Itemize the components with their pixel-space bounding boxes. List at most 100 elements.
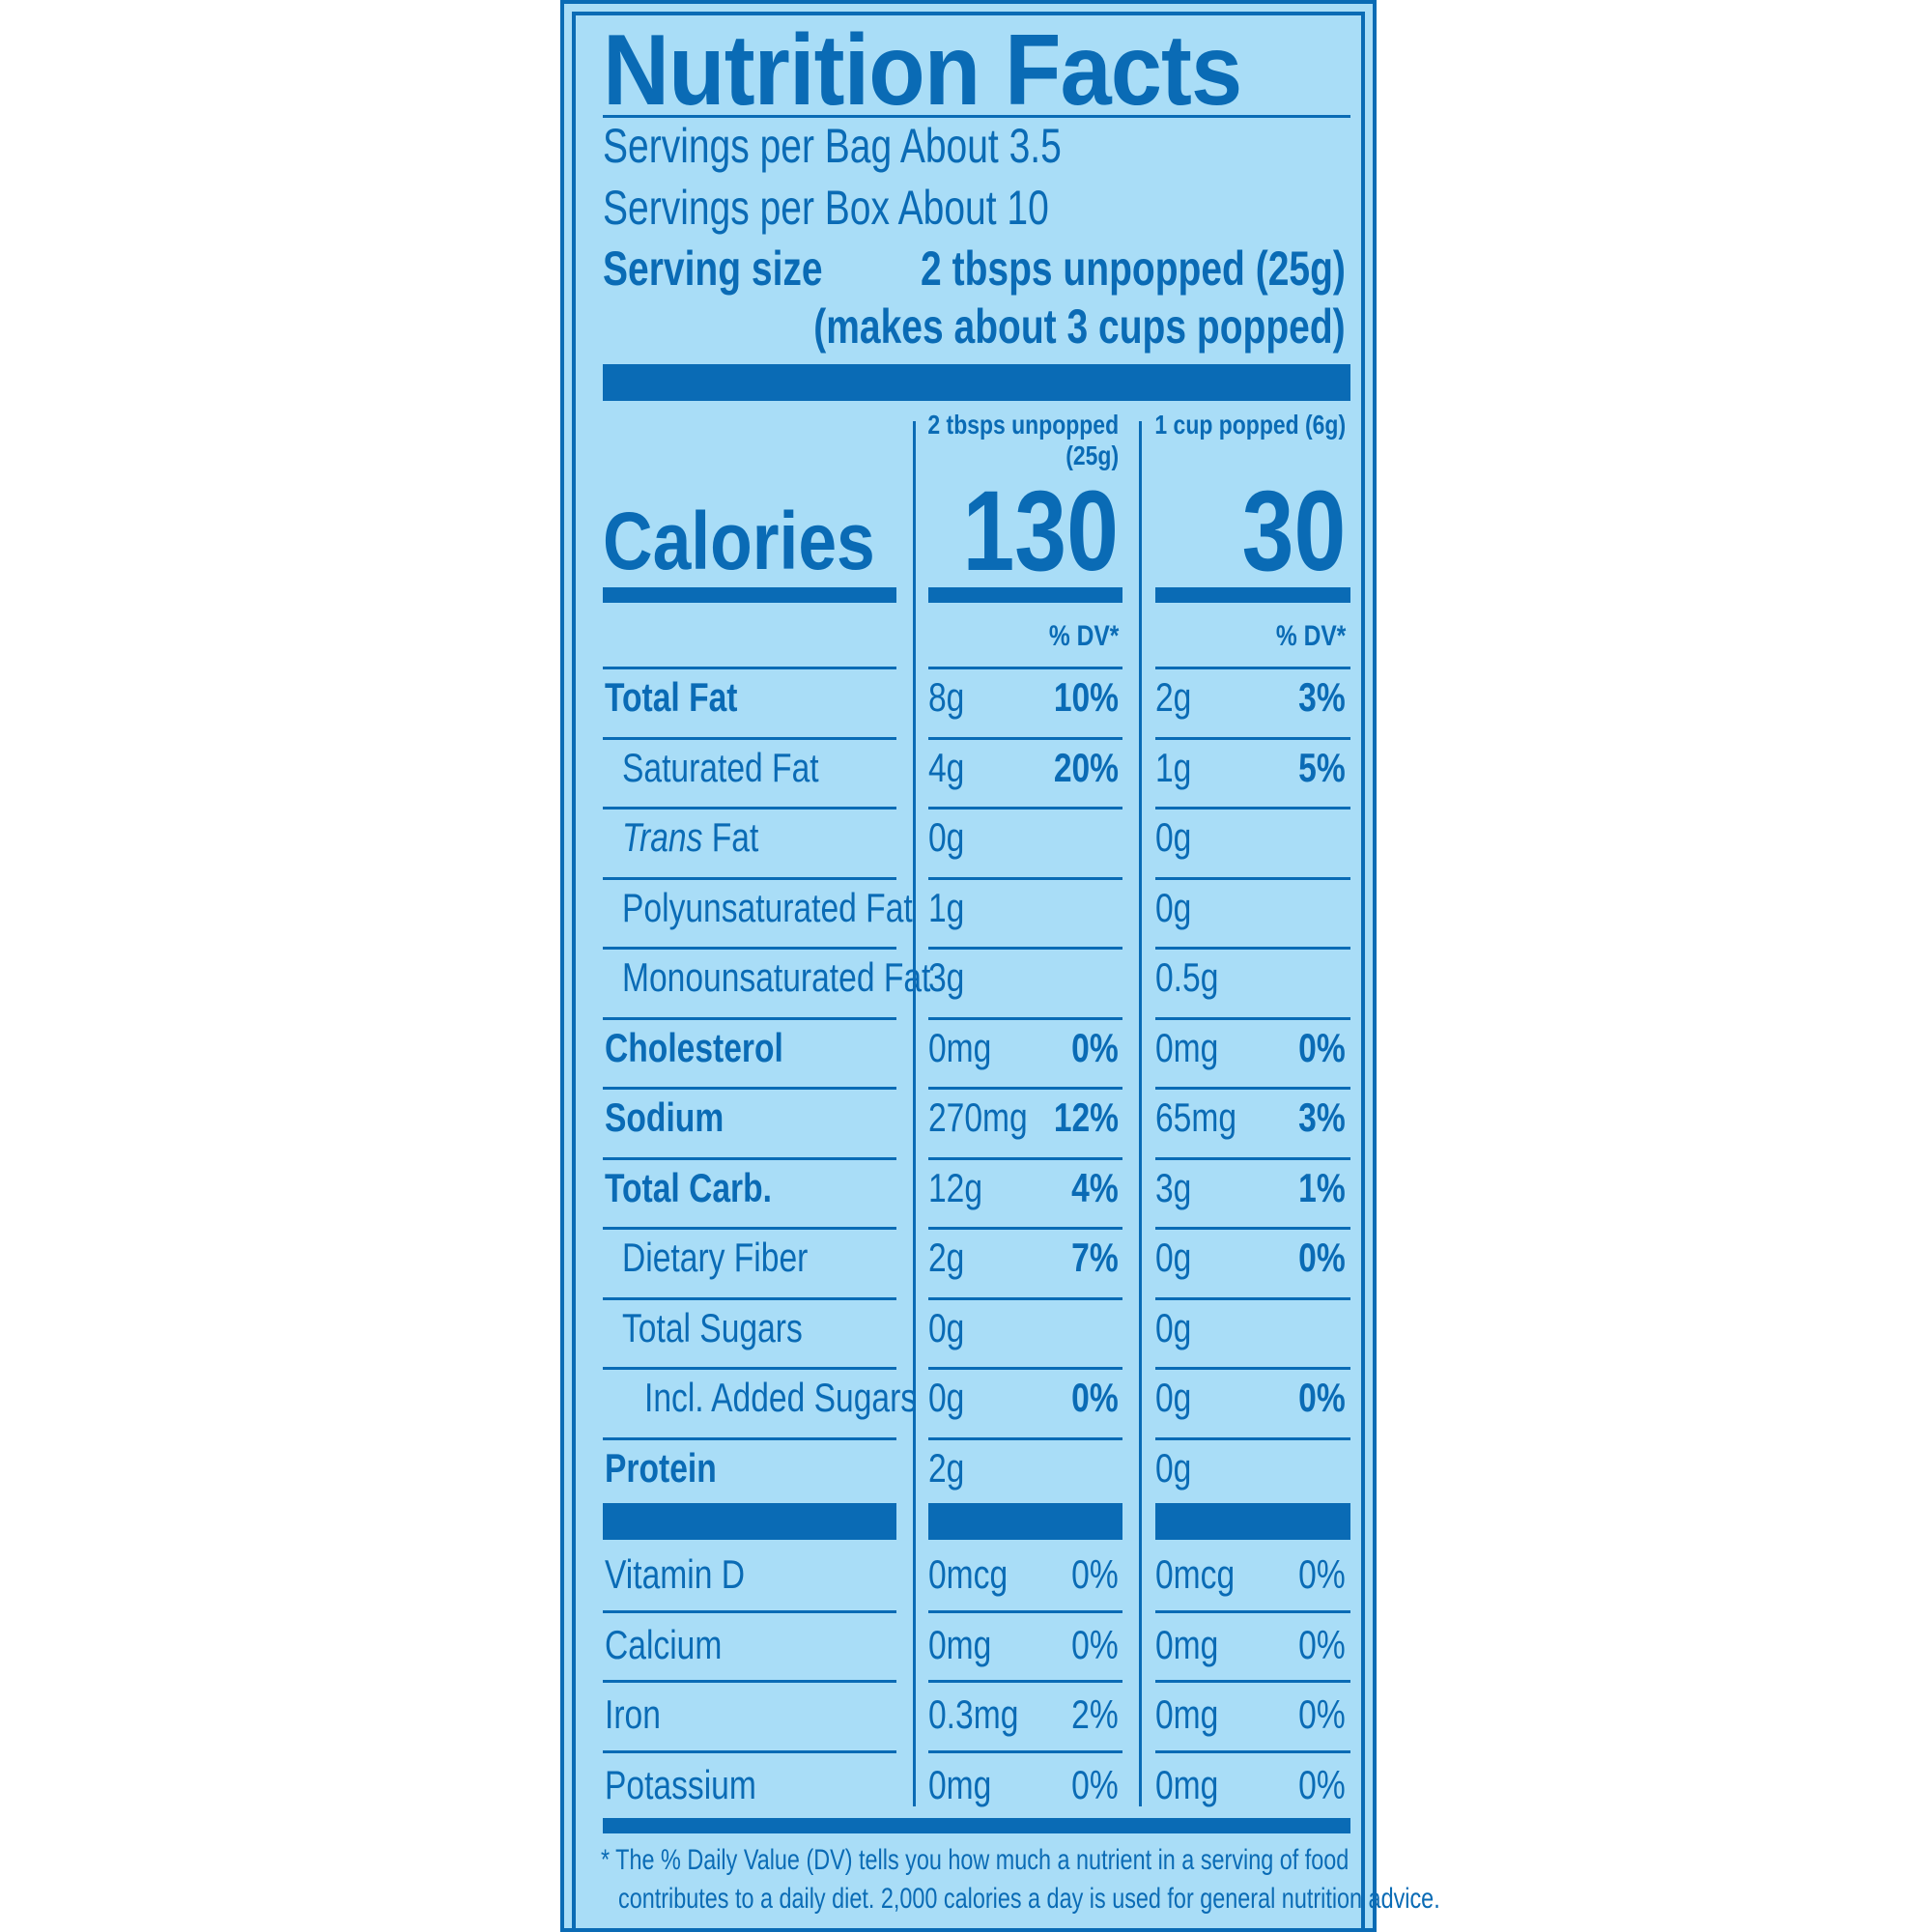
label-title: Nutrition Facts <box>603 14 1242 127</box>
nutrient-amount-col2: 65mg <box>1155 1094 1237 1140</box>
nutrient-dv-col2: 0% <box>1298 1235 1346 1280</box>
serving-size-value: 2 tbsps unpopped (25g) <box>921 242 1346 296</box>
nutrient-amount-col2: 0g <box>1155 1235 1192 1280</box>
row-divider-col1 <box>928 1016 1122 1020</box>
serving-size-label: Serving size <box>603 242 823 296</box>
nutrient-amount-col1: 1g <box>928 884 965 930</box>
thick-bar-top <box>603 364 1350 401</box>
nutrient-amount-col1: 8g <box>928 674 965 720</box>
thick-bar-bottom <box>603 1818 1350 1833</box>
row-divider-label <box>603 667 896 669</box>
nutrient-amount-col2: 0.5g <box>1155 954 1219 1000</box>
nutrient-amount-col1: 4g <box>928 744 965 790</box>
row-divider-col2 <box>1155 1227 1350 1230</box>
row-divider-label <box>603 947 896 950</box>
nutrient-dv-col1: 0% <box>1071 1375 1119 1420</box>
nutrient-amount-col2: 3g <box>1155 1164 1192 1210</box>
dv-header-col1: % DV* <box>1048 620 1119 652</box>
nutrient-label: Monounsaturated Fat <box>622 954 931 1000</box>
vitamin-dv-col2: 0% <box>1298 1761 1346 1807</box>
row-divider-label <box>603 1227 896 1230</box>
title-divider <box>603 115 1350 118</box>
nutrient-amount-col2: 0mg <box>1155 1024 1219 1070</box>
serving-size-note: (makes about 3 cups popped) <box>813 299 1346 354</box>
vitamin-label: Iron <box>605 1691 661 1737</box>
label-inner-border <box>572 12 1365 1932</box>
vitamin-dv-col1: 0% <box>1071 1761 1119 1807</box>
row-divider-col1 <box>928 1227 1122 1230</box>
vitamin-divider-col2 <box>1155 1609 1350 1613</box>
nutrient-amount-col1: 2g <box>928 1235 965 1280</box>
column-divider-1 <box>913 421 916 1806</box>
nutrient-amount-col2: 0g <box>1155 1304 1192 1350</box>
vitamin-divider-label <box>603 1680 896 1683</box>
row-divider-label <box>603 807 896 810</box>
row-divider-label <box>603 1156 896 1160</box>
nutrient-label: Dietary Fiber <box>622 1235 809 1280</box>
thick-bar-vitamins-col1 <box>928 1503 1122 1540</box>
row-divider-label <box>603 1016 896 1020</box>
row-divider-label <box>603 1436 896 1440</box>
nutrient-amount-col1: 12g <box>928 1164 983 1210</box>
col2-header: 1 cup popped (6g) <box>1154 410 1346 440</box>
calories-bar-col1 <box>928 587 1122 603</box>
vitamin-dv-col1: 0% <box>1071 1551 1119 1597</box>
nutrient-dv-col1: 20% <box>1053 744 1119 790</box>
nutrient-amount-col2: 0g <box>1155 1375 1192 1420</box>
vitamin-label: Calcium <box>605 1621 723 1667</box>
row-divider-col2 <box>1155 667 1350 669</box>
nutrient-label: Trans Fat <box>622 814 759 860</box>
column-divider-2 <box>1139 421 1142 1806</box>
vitamin-divider-col1 <box>928 1680 1122 1683</box>
calories-label: Calories <box>603 496 875 586</box>
nutrient-label: Protein <box>605 1444 717 1491</box>
nutrient-label: Sodium <box>605 1094 724 1140</box>
nutrient-label: Saturated Fat <box>622 744 819 790</box>
row-divider-col2 <box>1155 1156 1350 1160</box>
row-divider-col1 <box>928 667 1122 669</box>
vitamin-dv-col1: 0% <box>1071 1621 1119 1667</box>
footnote-line-2: contributes to a daily diet. 2,000 calor… <box>618 1883 1440 1915</box>
nutrient-label: Total Sugars <box>622 1304 803 1350</box>
col1-header: 2 tbsps unpopped (25g) <box>927 410 1119 470</box>
row-divider-col2 <box>1155 947 1350 950</box>
nutrient-amount-col1: 2g <box>928 1444 965 1491</box>
nutrient-amount-col1: 270mg <box>928 1094 1028 1140</box>
vitamin-dv-col2: 0% <box>1298 1621 1346 1667</box>
nutrient-dv-col2: 0% <box>1298 1375 1346 1420</box>
row-divider-col2 <box>1155 736 1350 740</box>
row-divider-label <box>603 1296 896 1300</box>
vitamin-amount-col1: 0.3mg <box>928 1691 1019 1737</box>
nutrient-label: Polyunsaturated Fat <box>622 884 913 930</box>
row-divider-col2 <box>1155 876 1350 880</box>
nutrition-label: Nutrition Facts Servings per Bag About 3… <box>560 0 1440 1932</box>
row-divider-col1 <box>928 736 1122 740</box>
row-divider-col2 <box>1155 1436 1350 1440</box>
row-divider-label <box>603 876 896 880</box>
nutrient-amount-col2: 0g <box>1155 814 1192 860</box>
vitamin-amount-col2: 0mg <box>1155 1691 1219 1737</box>
nutrient-label: Incl. Added Sugars <box>644 1375 918 1420</box>
vitamin-dv-col2: 0% <box>1298 1691 1346 1737</box>
nutrient-amount-col1: 0mg <box>928 1024 992 1070</box>
vitamin-dv-col2: 0% <box>1298 1551 1346 1597</box>
thick-bar-vitamins-col2 <box>1155 1503 1350 1540</box>
nutrient-amount-col2: 0g <box>1155 884 1192 930</box>
nutrient-dv-col2: 5% <box>1298 744 1346 790</box>
vitamin-divider-col1 <box>928 1609 1122 1613</box>
vitamin-amount-col2: 0mg <box>1155 1761 1219 1807</box>
nutrient-dv-col1: 4% <box>1071 1164 1119 1210</box>
vitamin-dv-col1: 2% <box>1071 1691 1119 1737</box>
row-divider-col1 <box>928 807 1122 810</box>
vitamin-amount-col1: 0mg <box>928 1761 992 1807</box>
nutrient-label: Total Fat <box>605 674 738 720</box>
vitamin-divider-col2 <box>1155 1680 1350 1683</box>
nutrient-dv-col2: 3% <box>1298 674 1346 720</box>
dv-header-col2: % DV* <box>1275 620 1346 652</box>
nutrient-dv-col1: 0% <box>1071 1024 1119 1070</box>
nutrient-dv-col1: 7% <box>1071 1235 1119 1280</box>
nutrient-amount-col2: 0g <box>1155 1444 1192 1491</box>
nutrient-amount-col2: 1g <box>1155 744 1192 790</box>
nutrient-amount-col1: 0g <box>928 814 965 860</box>
nutrient-dv-col2: 0% <box>1298 1024 1346 1070</box>
